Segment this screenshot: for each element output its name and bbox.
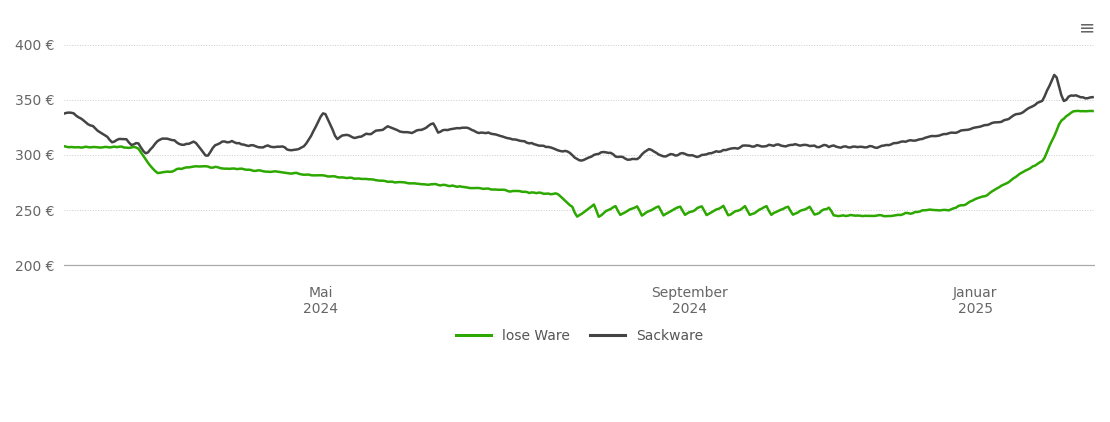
Text: ≡: ≡ [1079, 18, 1094, 37]
Legend: lose Ware, Sackware: lose Ware, Sackware [451, 324, 709, 349]
